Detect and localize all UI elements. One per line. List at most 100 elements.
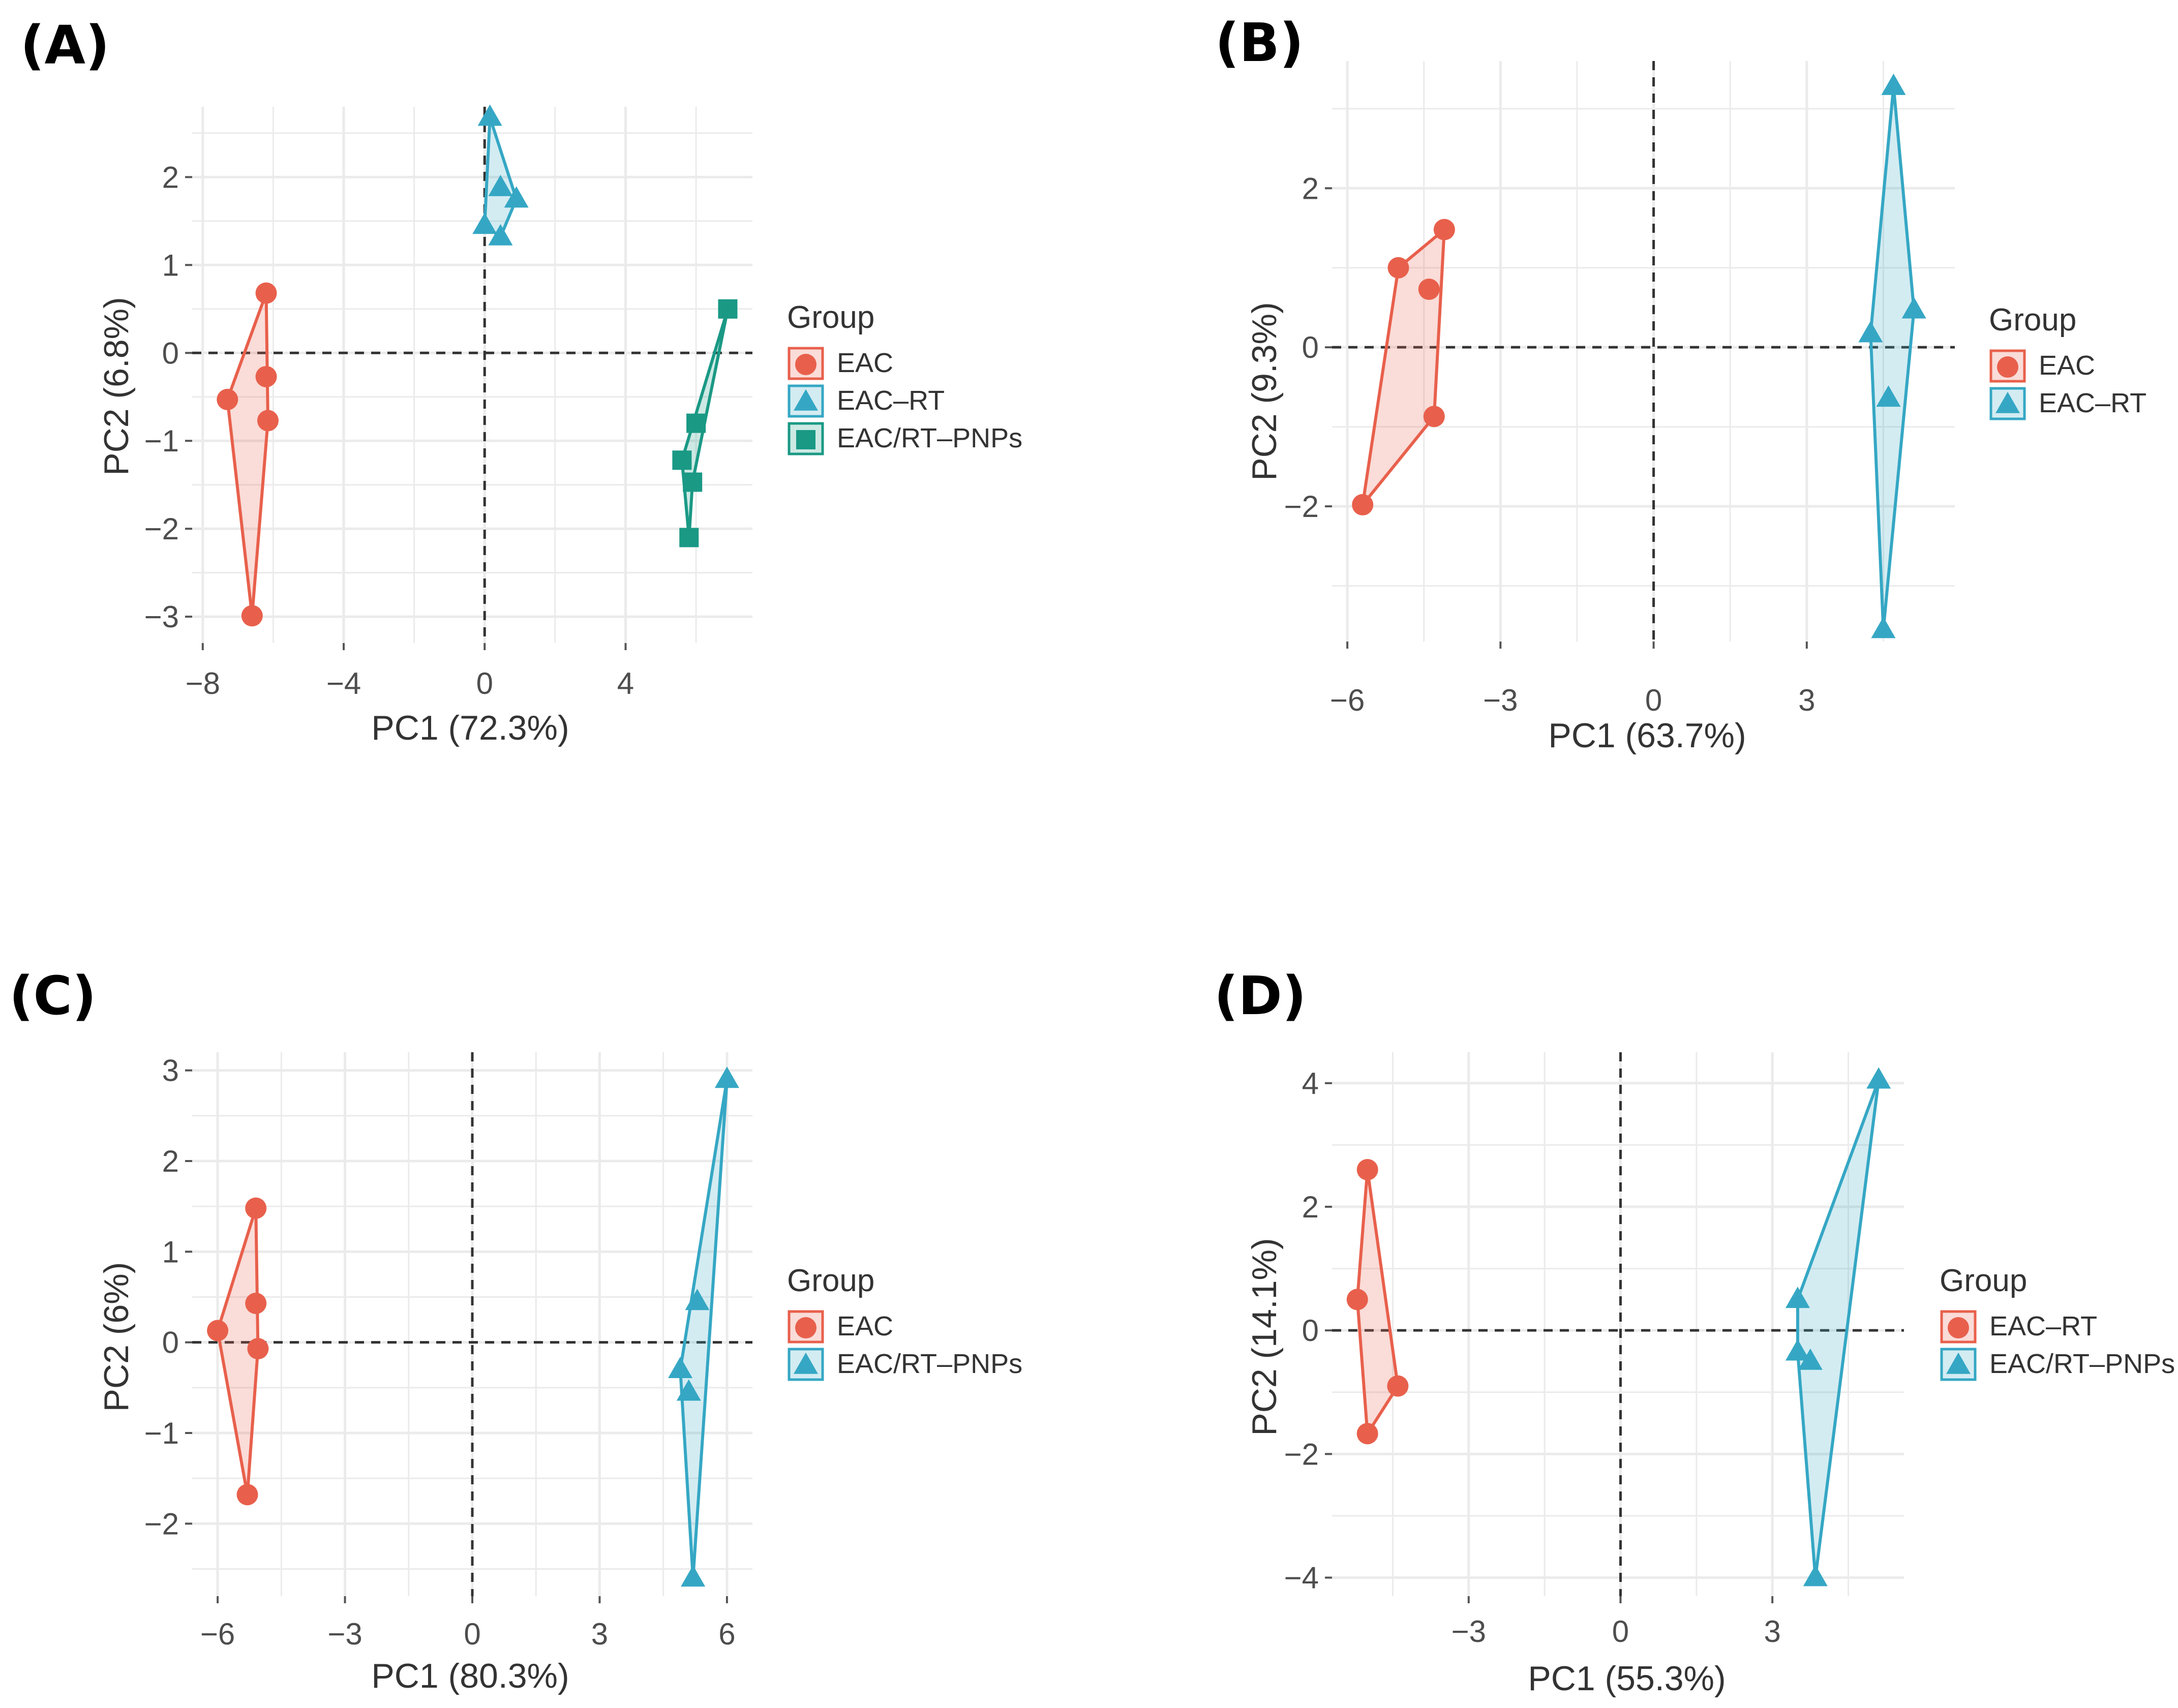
legend-entry-label: EAC/RT–PNPs bbox=[837, 1349, 1022, 1379]
data-point-circle bbox=[257, 410, 279, 432]
data-point-square bbox=[683, 472, 703, 492]
panel-label: (A) bbox=[20, 14, 110, 76]
y-axis-title: PC2 (6.8%) bbox=[97, 297, 136, 475]
data-point-triangle bbox=[1858, 321, 1883, 343]
y-tick-label: 2 bbox=[162, 160, 179, 194]
data-point-circle bbox=[207, 1320, 229, 1341]
data-point-triangle bbox=[1803, 1565, 1828, 1587]
legend-entry-label: EAC bbox=[837, 1311, 893, 1341]
x-tick-label: 0 bbox=[464, 1617, 480, 1651]
panel-label: (D) bbox=[1214, 965, 1306, 1027]
y-tick-label: 2 bbox=[1302, 171, 1319, 205]
data-point-square bbox=[686, 413, 706, 433]
x-tick-label: −8 bbox=[186, 666, 220, 700]
data-point-circle bbox=[255, 282, 277, 304]
data-point-triangle bbox=[477, 104, 502, 126]
legend-marker-square bbox=[796, 430, 815, 449]
y-tick-label: −1 bbox=[144, 424, 179, 458]
y-tick-label: 0 bbox=[1302, 1314, 1319, 1348]
x-tick-label: 6 bbox=[718, 1617, 735, 1651]
y-tick-label: 0 bbox=[162, 336, 179, 370]
y-tick-label: 2 bbox=[1302, 1190, 1319, 1224]
data-point-square bbox=[672, 450, 692, 470]
data-point-triangle bbox=[676, 1379, 701, 1401]
y-tick-label: 1 bbox=[162, 248, 179, 282]
legend-entry-label: EAC bbox=[2039, 350, 2095, 381]
data-point-triangle bbox=[504, 186, 529, 208]
panel-a: (A) −8 −4 0 4 −3 −2 −1 0 1 2 PC1 (72.3%) PC2 (6.8%) G… bbox=[20, 14, 1022, 747]
panel-label: (C) bbox=[9, 965, 96, 1027]
data-point-square bbox=[679, 528, 699, 547]
y-tick-label: −2 bbox=[144, 512, 179, 546]
data-point-circle bbox=[247, 1338, 269, 1360]
x-tick-label: −3 bbox=[1451, 1614, 1486, 1649]
legend-marker-triangle bbox=[1946, 1352, 1971, 1374]
y-tick-label: −3 bbox=[144, 600, 179, 634]
x-tick-label: −4 bbox=[326, 666, 361, 700]
panel-label: (B) bbox=[1215, 12, 1304, 74]
y-tick-label: 0 bbox=[162, 1326, 179, 1360]
y-tick-label: 2 bbox=[162, 1144, 179, 1178]
legend-entry-label: EAC–RT bbox=[1989, 1311, 2097, 1341]
x-tick-label: 0 bbox=[1612, 1614, 1629, 1649]
legend-title: Group bbox=[1940, 1263, 2027, 1298]
data-point-square bbox=[718, 299, 738, 319]
data-point-circle bbox=[1356, 1423, 1378, 1445]
legend-title: Group bbox=[787, 1263, 874, 1298]
y-tick-label: −2 bbox=[1284, 1437, 1319, 1471]
x-axis-title: PC1 (80.3%) bbox=[371, 1657, 569, 1695]
legend-marker-circle bbox=[795, 1317, 816, 1338]
y-tick-label: 0 bbox=[1302, 330, 1319, 364]
data-point-triangle bbox=[472, 212, 497, 234]
x-tick-label: 0 bbox=[1645, 683, 1662, 717]
y-axis-title: PC2 (9.3%) bbox=[1245, 302, 1284, 480]
x-tick-label: 3 bbox=[1798, 683, 1815, 717]
y-tick-label: −2 bbox=[1284, 490, 1319, 524]
y-axis-title: PC2 (6%) bbox=[97, 1262, 136, 1412]
legend-marker-triangle bbox=[794, 1352, 818, 1374]
x-tick-label: 4 bbox=[617, 666, 634, 700]
panel-d: (D) −3 0 3 −4 −2 0 2 4 PC1 (55.3%) PC2 (14.1%) Grou… bbox=[1214, 965, 2175, 1698]
legend-title: Group bbox=[787, 300, 874, 335]
data-point-triangle bbox=[1798, 1348, 1823, 1370]
x-tick-label: −3 bbox=[327, 1617, 362, 1651]
y-tick-label: −2 bbox=[144, 1507, 179, 1541]
data-point-circle bbox=[1387, 257, 1409, 279]
legend-entry-label: EAC–RT bbox=[2039, 388, 2146, 418]
data-point-triangle bbox=[1876, 385, 1901, 407]
data-point-triangle bbox=[1871, 617, 1896, 638]
legend-marker-triangle bbox=[1995, 391, 2020, 413]
data-point-triangle bbox=[1785, 1339, 1810, 1361]
data-point-triangle bbox=[1881, 73, 1906, 95]
data-point-triangle bbox=[714, 1066, 739, 1088]
data-point-circle bbox=[241, 605, 263, 627]
data-point-circle bbox=[1346, 1289, 1368, 1310]
data-point-circle bbox=[236, 1484, 258, 1506]
data-point-circle bbox=[217, 388, 238, 410]
data-point-circle bbox=[245, 1292, 267, 1314]
y-tick-label: 1 bbox=[162, 1235, 179, 1269]
legend-title: Group bbox=[1989, 302, 2076, 338]
x-axis-title: PC1 (72.3%) bbox=[371, 709, 569, 747]
panel-b: (B) −6 −3 0 3 −2 0 2 PC1 (63.7%) PC2 (9.3%) Group E… bbox=[1215, 12, 2146, 755]
x-tick-label: 3 bbox=[591, 1617, 608, 1651]
data-point-circle bbox=[1352, 494, 1374, 515]
hull-polygon bbox=[226, 291, 270, 618]
x-tick-label: −6 bbox=[200, 1617, 235, 1651]
data-point-circle bbox=[1423, 406, 1445, 428]
legend-marker-circle bbox=[1948, 1317, 1969, 1338]
x-axis-title: PC1 (55.3%) bbox=[1528, 1659, 1726, 1698]
data-point-triangle bbox=[1901, 297, 1926, 319]
legend-marker-triangle bbox=[794, 389, 818, 411]
data-point-triangle bbox=[1785, 1287, 1810, 1308]
data-point-circle bbox=[255, 365, 277, 387]
y-tick-label: −1 bbox=[144, 1416, 179, 1450]
data-point-triangle bbox=[488, 174, 513, 196]
y-axis-title: PC2 (14.1%) bbox=[1245, 1238, 1284, 1436]
data-point-triangle bbox=[668, 1356, 693, 1378]
data-point-circle bbox=[245, 1197, 267, 1219]
x-tick-label: −6 bbox=[1330, 683, 1365, 717]
data-point-triangle bbox=[681, 1565, 706, 1587]
legend-marker-circle bbox=[795, 354, 816, 375]
